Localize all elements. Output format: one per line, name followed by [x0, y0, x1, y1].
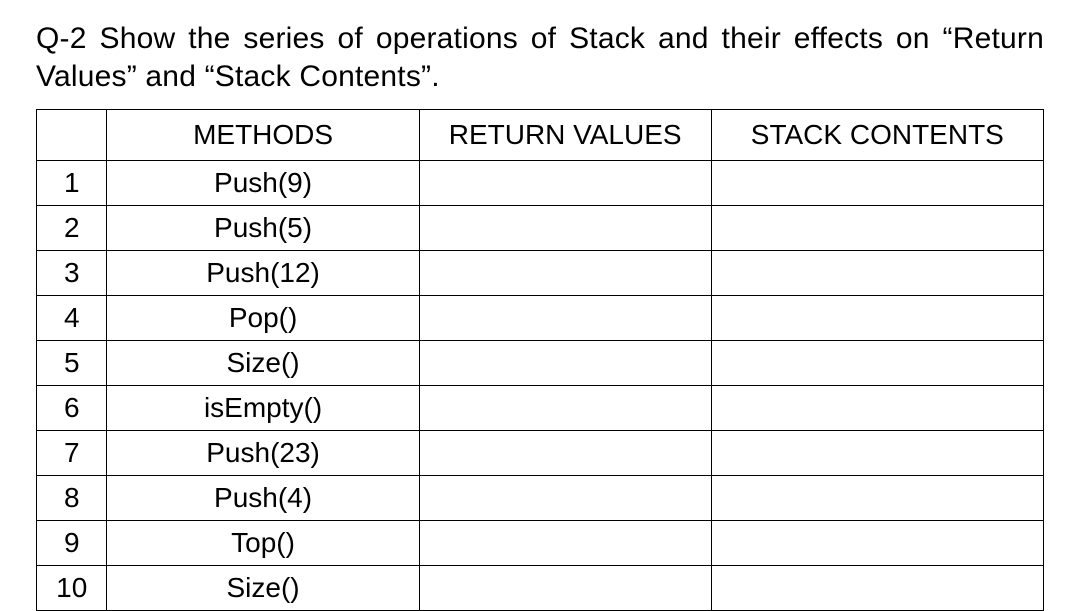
table-row: 8 Push(4)	[37, 476, 1044, 521]
cell-method: Push(23)	[107, 431, 419, 476]
cell-stack-contents	[711, 476, 1043, 521]
cell-method: Push(9)	[107, 161, 419, 206]
table-header-row: METHODS RETURN VALUES STACK CONTENTS	[37, 110, 1044, 161]
cell-method: Size()	[107, 341, 419, 386]
cell-index: 2	[37, 206, 107, 251]
table-row: 7 Push(23)	[37, 431, 1044, 476]
cell-method: Pop()	[107, 296, 419, 341]
table-row: 2 Push(5)	[37, 206, 1044, 251]
cell-stack-contents	[711, 296, 1043, 341]
table-row: 1 Push(9)	[37, 161, 1044, 206]
header-methods: METHODS	[107, 110, 419, 161]
cell-index: 7	[37, 431, 107, 476]
cell-return-value	[419, 206, 711, 251]
cell-return-value	[419, 251, 711, 296]
question-text: Q-2 Show the series of operations of Sta…	[36, 20, 1044, 95]
cell-method: Push(12)	[107, 251, 419, 296]
cell-stack-contents	[711, 161, 1043, 206]
header-return-values: RETURN VALUES	[419, 110, 711, 161]
cell-stack-contents	[711, 431, 1043, 476]
cell-stack-contents	[711, 566, 1043, 611]
cell-method: isEmpty()	[107, 386, 419, 431]
cell-index: 4	[37, 296, 107, 341]
stack-operations-table: METHODS RETURN VALUES STACK CONTENTS 1 P…	[36, 109, 1044, 611]
header-index	[37, 110, 107, 161]
cell-index: 3	[37, 251, 107, 296]
cell-index: 10	[37, 566, 107, 611]
cell-index: 5	[37, 341, 107, 386]
cell-return-value	[419, 296, 711, 341]
cell-return-value	[419, 476, 711, 521]
cell-index: 6	[37, 386, 107, 431]
cell-method: Push(5)	[107, 206, 419, 251]
table-row: 10 Size()	[37, 566, 1044, 611]
cell-stack-contents	[711, 341, 1043, 386]
cell-return-value	[419, 521, 711, 566]
cell-stack-contents	[711, 251, 1043, 296]
cell-return-value	[419, 566, 711, 611]
header-stack-contents: STACK CONTENTS	[711, 110, 1043, 161]
cell-return-value	[419, 341, 711, 386]
cell-index: 1	[37, 161, 107, 206]
cell-stack-contents	[711, 521, 1043, 566]
cell-index: 8	[37, 476, 107, 521]
table-row: 6 isEmpty()	[37, 386, 1044, 431]
cell-method: Push(4)	[107, 476, 419, 521]
cell-index: 9	[37, 521, 107, 566]
cell-method: Size()	[107, 566, 419, 611]
cell-return-value	[419, 431, 711, 476]
cell-return-value	[419, 161, 711, 206]
table-row: 3 Push(12)	[37, 251, 1044, 296]
cell-return-value	[419, 386, 711, 431]
table-row: 9 Top()	[37, 521, 1044, 566]
table-row: 4 Pop()	[37, 296, 1044, 341]
cell-stack-contents	[711, 386, 1043, 431]
cell-method: Top()	[107, 521, 419, 566]
cell-stack-contents	[711, 206, 1043, 251]
table-row: 5 Size()	[37, 341, 1044, 386]
